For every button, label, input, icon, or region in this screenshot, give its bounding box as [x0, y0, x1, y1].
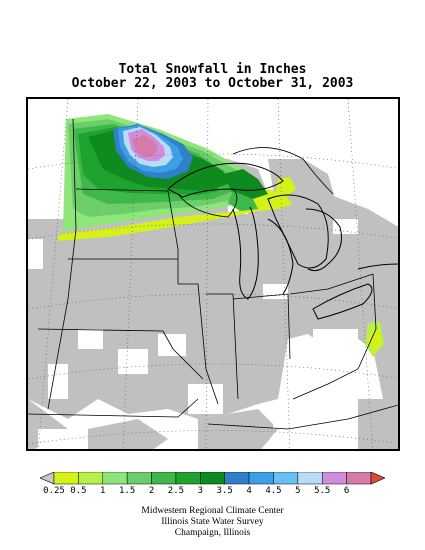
legend-swatch: [102, 472, 128, 485]
color-scale-legend: 0.25 0.5 1 1.5 2 2.5 3 3.5 4 4.5 5 5.5 6: [40, 472, 385, 502]
legend-tick-label: 5.5: [314, 486, 331, 496]
map-canvas: [28, 99, 398, 449]
legend-high-arrow: [370, 472, 385, 485]
legend-tick-label: 3.5: [216, 486, 233, 496]
legend-swatch: [126, 472, 152, 485]
credit-agency: Illinois State Water Survey: [161, 517, 264, 527]
legend-tick-label: 3: [197, 486, 204, 496]
legend-swatch: [224, 472, 250, 485]
credit-organization: Midwestern Regional Climate Center: [141, 506, 284, 516]
map-date-range: October 22, 2003 to October 31, 2003: [71, 76, 354, 91]
legend-swatch: [321, 472, 347, 485]
legend-swatch: [346, 472, 372, 485]
legend-tick-label: 0.25: [43, 486, 65, 496]
legend-swatch: [248, 472, 274, 485]
legend-swatch: [273, 472, 299, 485]
legend-swatch: [78, 472, 104, 485]
legend-swatch: [53, 472, 79, 485]
legend-tick-label: 6: [343, 486, 350, 496]
legend-color-bar: [40, 472, 385, 485]
legend-swatch: [175, 472, 201, 485]
legend-tick-label: 2: [148, 486, 155, 496]
legend-tick-label: 2.5: [167, 486, 185, 496]
state-boundaries: [28, 118, 398, 430]
legend-tick-label: 1: [100, 486, 106, 496]
legend-swatch: [297, 472, 323, 485]
legend-tick-label: 1.5: [119, 486, 136, 496]
legend-low-arrow: [40, 472, 55, 485]
no-snow-area: [28, 199, 358, 449]
legend-tick-label: 4.5: [265, 486, 282, 496]
great-lakes-shoreline: [167, 162, 398, 320]
legend-tick-label: 0.5: [70, 486, 87, 496]
map-title: Total Snowfall in Inches: [118, 62, 307, 77]
legend-swatch: [151, 472, 177, 485]
legend-tick-label: 4: [246, 486, 252, 496]
legend-tick-label: 5: [295, 486, 301, 496]
snowfall-contours: [58, 114, 384, 357]
graticule: [28, 99, 398, 449]
legend-swatch: [200, 472, 225, 485]
credit-location: Champaign, Illinois: [174, 528, 251, 538]
snowfall-map: [26, 97, 400, 451]
